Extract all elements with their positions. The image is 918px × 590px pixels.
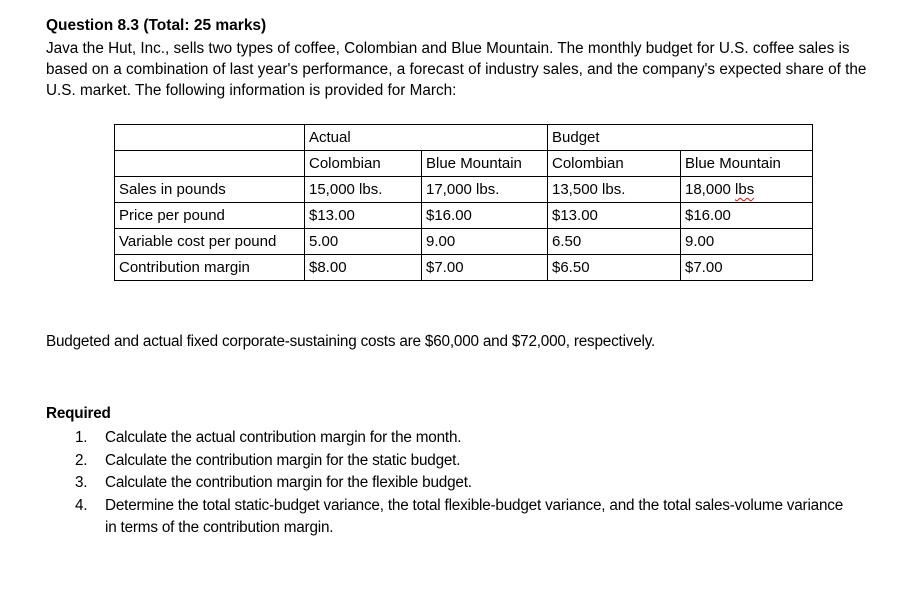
required-item-number: 3. — [75, 474, 88, 491]
required-item-text: Determine the total static-budget varian… — [105, 496, 844, 537]
cell-value: 18,000 lbs — [680, 176, 813, 203]
cell-value: 9.00 — [680, 228, 813, 255]
sub-header-colombian: Colombian — [304, 150, 422, 177]
required-item-text: Calculate the actual contribution margin… — [105, 429, 462, 446]
table-row: Contribution margin $8.00 $7.00 $6.50 $7.00 — [114, 254, 813, 281]
question-title: Question 8.3 (Total: 25 marks) — [46, 17, 267, 34]
row-label: Price per pound — [114, 202, 305, 229]
group-header-actual: Actual — [304, 124, 548, 151]
cell-value: 9.00 — [421, 228, 548, 255]
cell-value: $8.00 — [304, 254, 422, 281]
required-item: 3. Calculate the contribution margin for … — [46, 472, 878, 495]
table-row: Sales in pounds 15,000 lbs. 17,000 lbs. 13,… — [114, 176, 813, 203]
required-item-text: Calculate the contribution margin for th… — [105, 474, 472, 491]
intro-paragraph: Java the Hut, Inc., sells two types of c… — [46, 40, 867, 99]
cell-value: $16.00 — [421, 202, 548, 229]
sub-header-blue-mountain: Blue Mountain — [680, 150, 813, 177]
cell-value: 17,000 lbs. — [421, 176, 548, 203]
cell-value: 13,500 lbs. — [547, 176, 681, 203]
fixed-costs-note: Budgeted and actual fixed corporate-sust… — [46, 333, 656, 350]
table-row: Variable cost per pound 5.00 9.00 6.50 9.00 — [114, 228, 813, 255]
cell-value: $7.00 — [421, 254, 548, 281]
required-item: 4. Determine the total static-budget vari… — [46, 495, 878, 540]
sub-header-blue-mountain: Blue Mountain — [421, 150, 548, 177]
cell-value: $6.50 — [547, 254, 681, 281]
table-corner-cell — [114, 124, 305, 151]
cell-value: 6.50 — [547, 228, 681, 255]
cell-value: $16.00 — [680, 202, 813, 229]
table-row: Price per pound $13.00 $16.00 $13.00 $16.00 — [114, 202, 813, 229]
row-label: Variable cost per pound — [114, 228, 305, 255]
required-list: 1. Calculate the actual contribution marg… — [46, 427, 878, 540]
required-item-number: 2. — [75, 451, 88, 469]
required-item-number: 1. — [75, 429, 88, 446]
cell-value: 15,000 lbs. — [304, 176, 422, 203]
required-heading: Required — [46, 405, 111, 422]
sub-header-colombian: Colombian — [547, 150, 681, 177]
cell-value: 5.00 — [304, 228, 422, 255]
required-item: 2. Calculate the contribution margin for … — [46, 450, 878, 473]
cell-value: $13.00 — [304, 202, 422, 229]
cell-value: $13.00 — [547, 202, 681, 229]
row-label: Sales in pounds — [114, 176, 305, 203]
required-item-number: 4. — [75, 496, 88, 514]
required-item: 1. Calculate the actual contribution marg… — [46, 427, 878, 450]
table-corner-cell — [114, 150, 305, 177]
required-item-text: Calculate the contribution margin for th… — [105, 451, 461, 469]
document-page: Question 8.3 (Total: 25 marks) Java the … — [46, 17, 878, 540]
group-header-budget: Budget — [547, 124, 813, 151]
cell-value: $7.00 — [680, 254, 813, 281]
misspelled-word: lbs — [735, 181, 755, 198]
row-label: Contribution margin — [114, 254, 305, 281]
budget-table: Actual Budget Colombian Blue Mountain Colomb… — [114, 124, 813, 281]
